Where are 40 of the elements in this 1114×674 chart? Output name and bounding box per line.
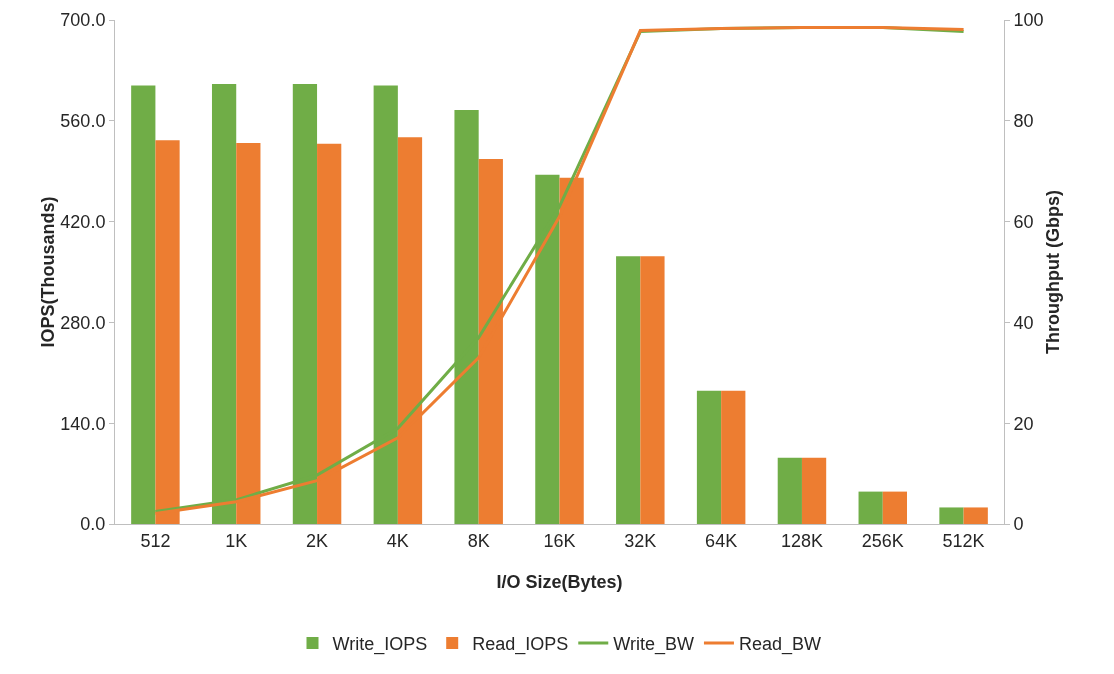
y-tick-label: 280.0 (60, 312, 106, 333)
y2-tick-label: 80 (1013, 111, 1034, 132)
bar (963, 507, 988, 524)
y2-tick-label: 0 (1013, 514, 1024, 535)
x-tick-label: 1K (225, 530, 248, 551)
x-tick-label: 256K (861, 530, 904, 551)
y2-tick-label: 100 (1013, 10, 1044, 31)
y-tick-label: 0.0 (80, 514, 106, 535)
bar (939, 507, 964, 524)
x-tick-label: 64K (705, 530, 738, 551)
bar (696, 390, 722, 524)
bar (801, 457, 827, 524)
y2-tick-label: 40 (1013, 312, 1034, 333)
y2-tick-label: 60 (1013, 211, 1034, 232)
x-tick-label: 16K (543, 530, 576, 551)
y-tick-label: 420.0 (60, 211, 106, 232)
bar (721, 390, 746, 524)
legend-label: Read_IOPS (472, 634, 569, 656)
y2-tick-label: 20 (1013, 413, 1034, 434)
x-tick-label: 128K (780, 530, 823, 551)
y-tick-label: 700.0 (60, 10, 106, 31)
y-axis-title: IOPS(Thousands) (38, 196, 59, 348)
x-tick-label: 32K (624, 530, 657, 551)
x-tick-label: 512 (140, 530, 171, 551)
legend-label: Write_IOPS (332, 634, 428, 656)
bar (640, 256, 665, 524)
legend-label: Write_BW (613, 634, 694, 656)
x-tick-label: 4K (386, 530, 409, 551)
x-tick-label: 8K (467, 530, 490, 551)
bar (616, 256, 641, 524)
x-axis-title: I/O Size(Bytes) (496, 572, 623, 592)
y2-axis-title: Throughput (Gbps) (1043, 190, 1063, 354)
y-tick-label: 560.0 (60, 111, 106, 132)
bar (882, 491, 908, 524)
bar (777, 457, 802, 524)
x-tick-label: 512K (942, 530, 985, 551)
bar (858, 491, 883, 524)
x-tick-label: 2K (306, 530, 329, 551)
y-tick-label: 140.0 (60, 413, 106, 434)
legend-label: Read_BW (738, 634, 821, 656)
